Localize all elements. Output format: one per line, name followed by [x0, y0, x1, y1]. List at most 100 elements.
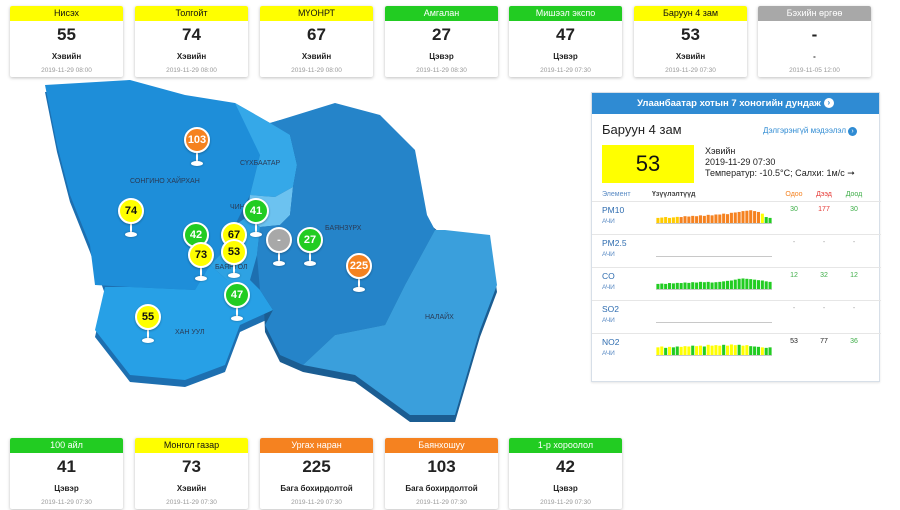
map-station-pin[interactable]: 103 — [184, 127, 210, 167]
district-bayanzurkh[interactable] — [257, 103, 435, 365]
pin-stem — [200, 267, 202, 277]
trend-bar — [753, 279, 757, 289]
trend-bar — [726, 214, 730, 223]
element-min-value: 36 — [850, 338, 858, 345]
pin-base — [304, 261, 316, 266]
station-timestamp: 2019-11-29 07:30 — [540, 499, 591, 506]
pin-base — [195, 276, 207, 281]
element-row[interactable]: CO АЧИ 12 32 12 — [592, 267, 881, 300]
details-link[interactable]: Дэлгэрэнгүй мэдээлэл › — [763, 126, 857, 136]
district-label-khanuul: ХАН УУЛ — [175, 329, 205, 336]
element-min-value: 12 — [850, 272, 858, 279]
trend-bar — [729, 212, 733, 223]
panel-status: Хэвийн — [705, 146, 736, 156]
map-station-pin[interactable]: 225 — [346, 253, 372, 293]
panel-weather: Температур: -10.5°C; Салхи: 1м/с ➞ — [705, 168, 855, 178]
pin-aqi-value: 73 — [188, 242, 214, 268]
element-code: АЧИ — [602, 284, 615, 291]
element-row[interactable]: PM10 АЧИ 30 177 30 — [592, 201, 881, 234]
bottom-station-card[interactable]: 100 айл 41 Цэвэр 2019-11-29 07:30 — [10, 438, 123, 509]
trend-bar — [714, 282, 718, 289]
top-station-card[interactable]: Толгойт 74 Хэвийн 2019-11-29 08:00 — [135, 6, 248, 77]
city-district-map: СҮХБААТАР СОНГИНО ХАЙРХАН ЧИНГЭ БАЯНЗҮРХ… — [45, 80, 497, 422]
station-status: Хэвийн — [51, 52, 82, 61]
map-station-pin[interactable]: 47 — [224, 282, 250, 322]
top-station-card[interactable]: МҮОНРТ 67 Хэвийн 2019-11-29 08:00 — [260, 6, 373, 77]
station-status: Цэвэр — [553, 484, 578, 493]
top-station-card[interactable]: Бэхийн өргөө - - 2019-11-05 12:00 — [758, 6, 871, 77]
trend-bar — [710, 282, 714, 289]
station-timestamp: 2019-11-29 07:30 — [41, 499, 92, 506]
pin-aqi-value: - — [266, 227, 292, 253]
bottom-station-card[interactable]: Монгол газар 73 Хэвийн 2019-11-29 07:30 — [135, 438, 248, 509]
district-songinokhairkhan[interactable] — [45, 80, 270, 290]
map-station-pin[interactable]: 55 — [135, 304, 161, 344]
chevron-right-icon: › — [823, 98, 834, 109]
map-station-pin[interactable]: 53 — [221, 239, 247, 279]
panel-info: Хэвийн 2019-11-29 07:30 Температур: -10.… — [705, 146, 855, 179]
element-now-value: 30 — [790, 206, 798, 213]
bottom-station-card[interactable]: 1-р хороолол 42 Цэвэр 2019-11-29 07:30 — [509, 438, 622, 509]
map-station-pin[interactable]: 73 — [188, 242, 214, 282]
trend-sparkbars — [656, 210, 772, 223]
trend-sparkbars — [656, 239, 772, 256]
map-station-pin[interactable]: - — [266, 227, 292, 267]
map-station-pin[interactable]: 27 — [297, 227, 323, 267]
aqi-value-box: 53 — [602, 145, 694, 183]
pin-aqi-value: 27 — [297, 227, 323, 253]
station-name: Бэхийн өргөө — [758, 6, 871, 21]
trend-bar — [741, 211, 745, 223]
bottom-station-card[interactable]: Баянхошуу 103 Бага бохирдолтой 2019-11-29 0… — [385, 438, 498, 509]
trend-bar — [768, 347, 772, 355]
pin-stem — [309, 252, 311, 262]
trend-bar — [687, 216, 691, 223]
trend-bar — [753, 211, 757, 223]
top-station-card[interactable]: Мишээл экспо 47 Цэвэр 2019-11-29 07:30 — [509, 6, 622, 77]
trend-bar — [683, 216, 687, 223]
trend-bar — [741, 278, 745, 289]
element-row[interactable]: PM2.5 АЧИ - - - — [592, 234, 881, 267]
element-name: SO2 — [602, 304, 620, 314]
trend-bar — [722, 344, 726, 355]
map-station-pin[interactable]: 74 — [118, 198, 144, 238]
trend-bar — [749, 210, 753, 223]
trend-bar — [695, 282, 699, 289]
panel-header[interactable]: Улаанбаатар хотын 7 хоногийн дундаж › — [592, 93, 879, 114]
pin-stem — [196, 152, 198, 162]
pin-stem — [255, 223, 257, 233]
details-link-label: Дэлгэрэнгүй мэдээлэл — [763, 126, 846, 135]
trend-bar — [753, 346, 757, 355]
element-code: АЧИ — [602, 218, 615, 225]
district-nalaikh[interactable] — [303, 230, 497, 415]
trend-bar — [745, 345, 749, 355]
element-row[interactable]: NO2 АЧИ 53 77 36 — [592, 333, 881, 366]
trend-bar — [691, 282, 695, 289]
top-station-card[interactable]: Баруун 4 зам 53 Хэвийн 2019-11-29 07:30 — [634, 6, 747, 77]
trend-bar — [679, 346, 683, 355]
station-name: Мишээл экспо — [509, 6, 622, 21]
trend-bar — [687, 282, 691, 289]
top-station-card[interactable]: Амгалан 27 Цэвэр 2019-11-29 08:30 — [385, 6, 498, 77]
element-row[interactable]: SO2 АЧИ - - - — [592, 300, 881, 333]
element-now-value: - — [792, 239, 796, 246]
trend-bar — [733, 345, 737, 355]
pin-stem — [233, 264, 235, 274]
trend-bar — [737, 278, 741, 289]
element-code: АЧИ — [602, 350, 615, 357]
trend-bar — [737, 344, 741, 355]
element-now-value: 53 — [790, 338, 798, 345]
station-name: Баянхошуу — [385, 438, 498, 453]
station-aqi-value: - — [811, 25, 818, 44]
top-station-card[interactable]: Нисэх 55 Хэвийн 2019-11-29 08:00 — [10, 6, 123, 77]
station-aqi-value: 225 — [302, 457, 331, 476]
map-station-pin[interactable]: 41 — [243, 198, 269, 238]
bottom-station-card[interactable]: Ургах наран 225 Бага бохирдолтой 2019-11-29… — [260, 438, 373, 509]
station-timestamp: 2019-11-29 07:30 — [166, 499, 217, 506]
trend-bar — [656, 283, 660, 289]
element-max-value: - — [822, 239, 826, 246]
header-element: Элемент — [602, 191, 631, 198]
station-status: Хэвийн — [301, 52, 332, 61]
trend-bar — [675, 346, 679, 355]
trend-bar — [741, 345, 745, 355]
trend-bar — [683, 282, 687, 289]
